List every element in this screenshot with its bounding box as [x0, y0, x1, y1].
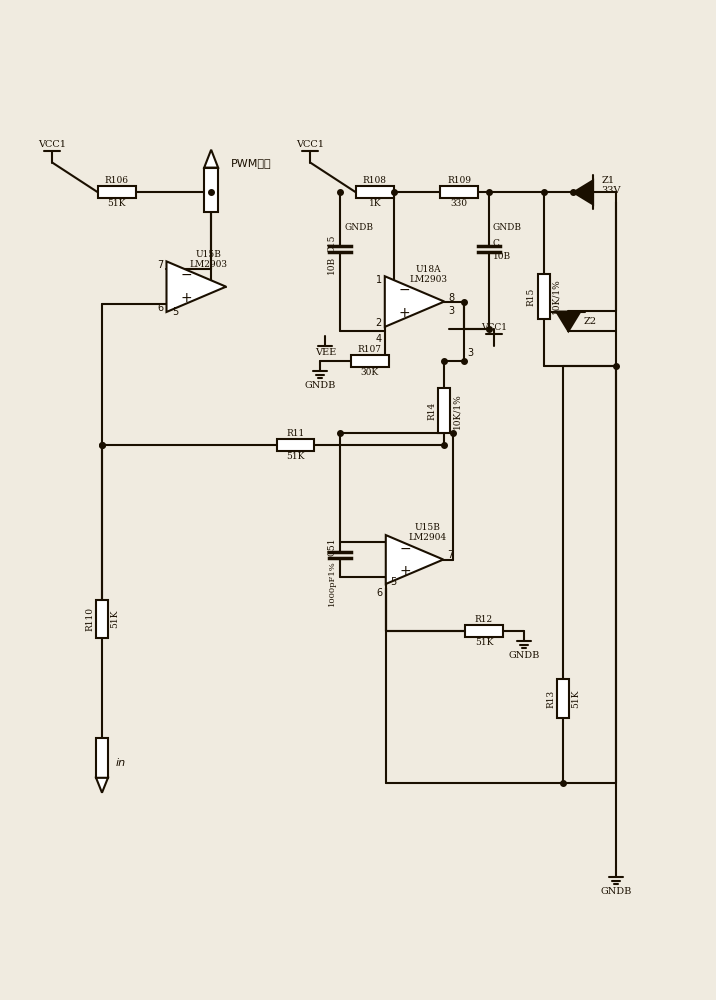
- Text: +: +: [180, 291, 192, 305]
- Polygon shape: [204, 150, 218, 168]
- Text: GNDB: GNDB: [508, 651, 539, 660]
- Text: in: in: [116, 758, 126, 768]
- Polygon shape: [386, 535, 443, 584]
- Text: LM2903: LM2903: [189, 260, 227, 269]
- Text: U15B: U15B: [195, 250, 221, 259]
- Text: −: −: [180, 268, 192, 282]
- Text: R107: R107: [358, 345, 382, 354]
- Text: 10K/1%: 10K/1%: [453, 393, 461, 429]
- Text: 51K: 51K: [286, 452, 305, 461]
- Polygon shape: [556, 312, 581, 331]
- Text: 10B: 10B: [493, 252, 511, 261]
- Text: R11: R11: [286, 429, 304, 438]
- Text: R108: R108: [363, 176, 387, 185]
- Text: R14: R14: [427, 402, 436, 420]
- Text: VCC1: VCC1: [296, 140, 324, 149]
- Text: C: C: [493, 239, 500, 248]
- Text: 330: 330: [450, 199, 468, 208]
- Bar: [558, 679, 569, 718]
- Text: 1: 1: [376, 275, 382, 285]
- Text: VCC1: VCC1: [39, 140, 67, 149]
- Bar: [538, 274, 549, 319]
- Text: 51K: 51K: [475, 638, 493, 647]
- Bar: [440, 186, 478, 198]
- Text: U15B: U15B: [415, 523, 440, 532]
- Text: R15: R15: [526, 287, 536, 306]
- Text: LM2904: LM2904: [408, 533, 447, 542]
- Text: R12: R12: [475, 615, 493, 624]
- Polygon shape: [574, 180, 593, 204]
- Text: R109: R109: [448, 176, 471, 185]
- Text: GNDB: GNDB: [344, 223, 373, 232]
- Text: 6: 6: [158, 303, 163, 313]
- Text: 33V: 33V: [601, 186, 621, 195]
- Text: 10B: 10B: [327, 255, 337, 274]
- Polygon shape: [96, 778, 108, 793]
- Text: GNDB: GNDB: [304, 381, 336, 390]
- Text: 2: 2: [376, 318, 382, 328]
- Text: −: −: [399, 542, 411, 556]
- Text: 7: 7: [158, 260, 163, 270]
- Text: 3: 3: [467, 348, 473, 358]
- Text: LM2903: LM2903: [410, 275, 448, 284]
- Text: 30K: 30K: [361, 368, 379, 377]
- Text: 8: 8: [448, 293, 455, 303]
- Text: +: +: [399, 564, 411, 578]
- Bar: [96, 738, 108, 778]
- Text: Z1: Z1: [601, 176, 614, 185]
- Bar: [465, 625, 503, 637]
- Text: R13: R13: [546, 689, 556, 708]
- Text: R110: R110: [85, 607, 94, 631]
- Text: R106: R106: [105, 176, 129, 185]
- Text: U18A: U18A: [415, 265, 441, 274]
- Text: 4: 4: [376, 334, 382, 344]
- Bar: [356, 186, 394, 198]
- Text: VEE: VEE: [314, 348, 336, 357]
- Text: 5: 5: [390, 577, 396, 587]
- Bar: [438, 388, 450, 433]
- Bar: [351, 355, 389, 367]
- Text: 51K: 51K: [110, 610, 119, 628]
- Text: C15: C15: [327, 234, 337, 253]
- Text: VCC1: VCC1: [481, 323, 507, 332]
- Text: GNDB: GNDB: [600, 887, 632, 896]
- Text: 7: 7: [448, 550, 453, 560]
- Text: +: +: [399, 306, 410, 320]
- Text: GNDB: GNDB: [493, 223, 522, 232]
- Bar: [204, 168, 218, 212]
- Bar: [98, 186, 136, 198]
- Bar: [276, 439, 314, 451]
- Text: 3: 3: [448, 306, 455, 316]
- Text: C51: C51: [327, 537, 337, 556]
- Text: 6: 6: [377, 588, 383, 598]
- Bar: [96, 600, 108, 638]
- Text: Z2: Z2: [584, 317, 596, 326]
- Text: PWM输出: PWM输出: [231, 158, 271, 168]
- Text: 51K: 51K: [107, 199, 126, 208]
- Text: 1K: 1K: [369, 199, 381, 208]
- Text: 10K/1%: 10K/1%: [551, 279, 561, 314]
- Text: 51K: 51K: [571, 689, 581, 708]
- Text: −: −: [399, 283, 410, 297]
- Polygon shape: [167, 261, 226, 312]
- Text: 1000pF1%: 1000pF1%: [328, 561, 337, 606]
- Polygon shape: [384, 276, 445, 327]
- Text: 5: 5: [173, 307, 179, 317]
